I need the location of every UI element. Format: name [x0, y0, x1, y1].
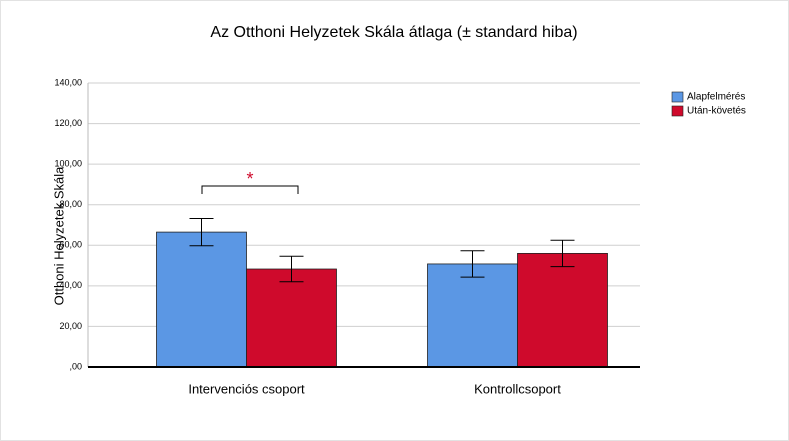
y-tick-label: 80,00 [59, 199, 82, 209]
y-tick-label: 140,00 [54, 77, 82, 87]
bar [246, 268, 337, 368]
y-tick-label: 120,00 [54, 118, 82, 128]
y-axis-label: Otthoni Helyzetek Skála [51, 166, 66, 306]
legend-label: Után-követés [687, 106, 746, 117]
y-tick-label: 60,00 [59, 240, 82, 250]
bar [427, 263, 518, 368]
error-bar [550, 239, 575, 268]
legend-swatch [671, 91, 684, 103]
legend-label: Alapfelmérés [687, 92, 745, 103]
legend-swatch [671, 105, 684, 117]
error-bar [279, 255, 304, 283]
significance-bracket [201, 185, 299, 194]
chart-title: Az Otthoni Helyzetek Skála átlaga (± sta… [210, 24, 577, 41]
x-tick-label: Kontrollcsoport [474, 381, 561, 396]
y-tick-label: ,00 [69, 361, 82, 371]
error-bar [460, 250, 485, 278]
x-tick-label: Intervenciós csoport [188, 381, 305, 396]
significance-marker: * [246, 169, 253, 189]
y-tick-label: 20,00 [59, 321, 82, 331]
y-tick-label: 100,00 [54, 159, 82, 169]
y-tick-label: 40,00 [59, 280, 82, 290]
error-bar [189, 218, 214, 247]
bar [156, 231, 247, 368]
bar [517, 252, 608, 368]
